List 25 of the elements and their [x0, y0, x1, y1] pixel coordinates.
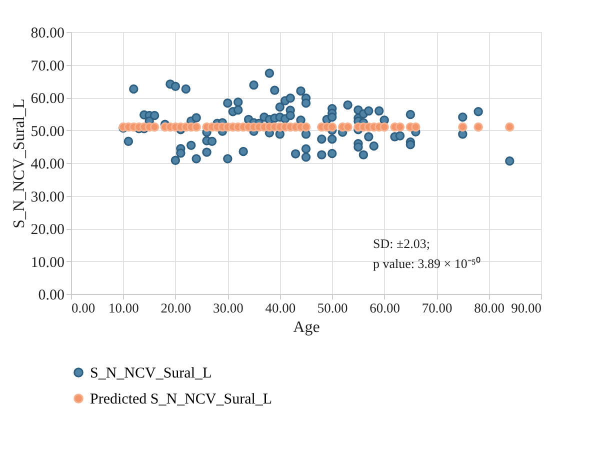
annotation: p value: 3.89 × 10⁻⁵⁰ [373, 256, 481, 271]
legend-label: Predicted S_N_NCV_Sural_L [90, 392, 272, 408]
y-tick-label: 70.00 [30, 58, 64, 74]
x-tick-label: 10.00 [108, 300, 140, 316]
x-tick-label: 80.00 [474, 300, 505, 316]
x-axis-title: Age [293, 319, 320, 336]
x-tick-label: 40.00 [265, 300, 296, 316]
x-tick-label: 30.00 [212, 300, 244, 316]
x-tick-label: 0.00 [72, 300, 96, 316]
annotation: SD: ±2.03; [373, 236, 430, 251]
x-tick-label: 70.00 [422, 300, 452, 316]
y-tick-label: 40.00 [30, 156, 64, 172]
legend-label: S_N_NCV_Sural_L [90, 366, 212, 382]
y-tick-label: 80.00 [30, 26, 64, 42]
y-tick-label: 10.00 [30, 254, 64, 271]
x-tick-label: 90.00 [511, 300, 542, 316]
y-tick-label: 50.00 [30, 124, 64, 140]
x-tick-label: 20.00 [160, 300, 192, 316]
x-tick-label: 60.00 [370, 300, 400, 316]
x-tick-label: 50.00 [317, 300, 348, 316]
y-tick-label: 30.00 [30, 189, 64, 206]
y-tick-label: 60.00 [30, 91, 64, 107]
y-tick-label: 20.00 [30, 222, 64, 238]
y-tick-label: 0.00 [38, 288, 64, 304]
y-axis-title: S_N_NCV_Sural_L [10, 98, 28, 228]
